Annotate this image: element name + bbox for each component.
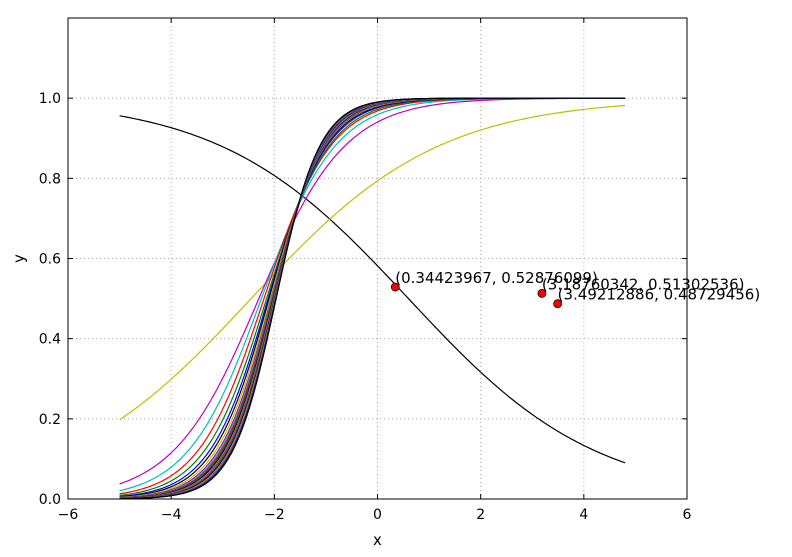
y-tick-label: 0.4 [39,332,61,348]
y-tick-label: 0.6 [39,252,61,268]
x-tick-label: 4 [579,507,588,523]
series-line-28 [119,97,626,500]
x-tick-label: −4 [161,507,182,523]
y-tick-label: 0.8 [39,171,61,187]
y-axis-label: y [10,254,28,263]
point-annotation-2: (3.49212886, 0.48729456) [558,286,761,304]
data-point-2 [553,299,563,309]
series-lines [119,97,626,500]
y-tick-label: 1.0 [39,91,61,107]
x-tick-label: 0 [373,507,382,523]
plot-frame [67,17,688,500]
point-annotation-0: (0.34423967, 0.52876099) [395,269,598,287]
x-tick-label: 2 [476,507,485,523]
scatter-points [390,282,563,309]
x-tick-label: −6 [58,507,79,523]
x-tick-label: −2 [264,507,285,523]
series-line-0 [119,115,626,464]
data-point-1 [537,288,547,298]
y-tick-label: 0.0 [39,492,61,508]
x-tick-label: 6 [683,507,692,523]
series-line-1 [119,104,626,421]
point-annotation-1: (3.18760342, 0.51302536) [542,275,745,293]
x-tick-labels: −6 −4 −2 0 2 4 6 [58,507,692,523]
y-tick-labels: 0.0 0.2 0.4 0.6 0.8 1.0 [39,91,61,508]
x-axis-label: x [373,531,382,549]
y-tick-label: 0.2 [39,412,61,428]
data-point-0 [390,282,400,292]
point-annotations: (0.34423967, 0.52876099)(3.18760342, 0.5… [395,269,760,304]
